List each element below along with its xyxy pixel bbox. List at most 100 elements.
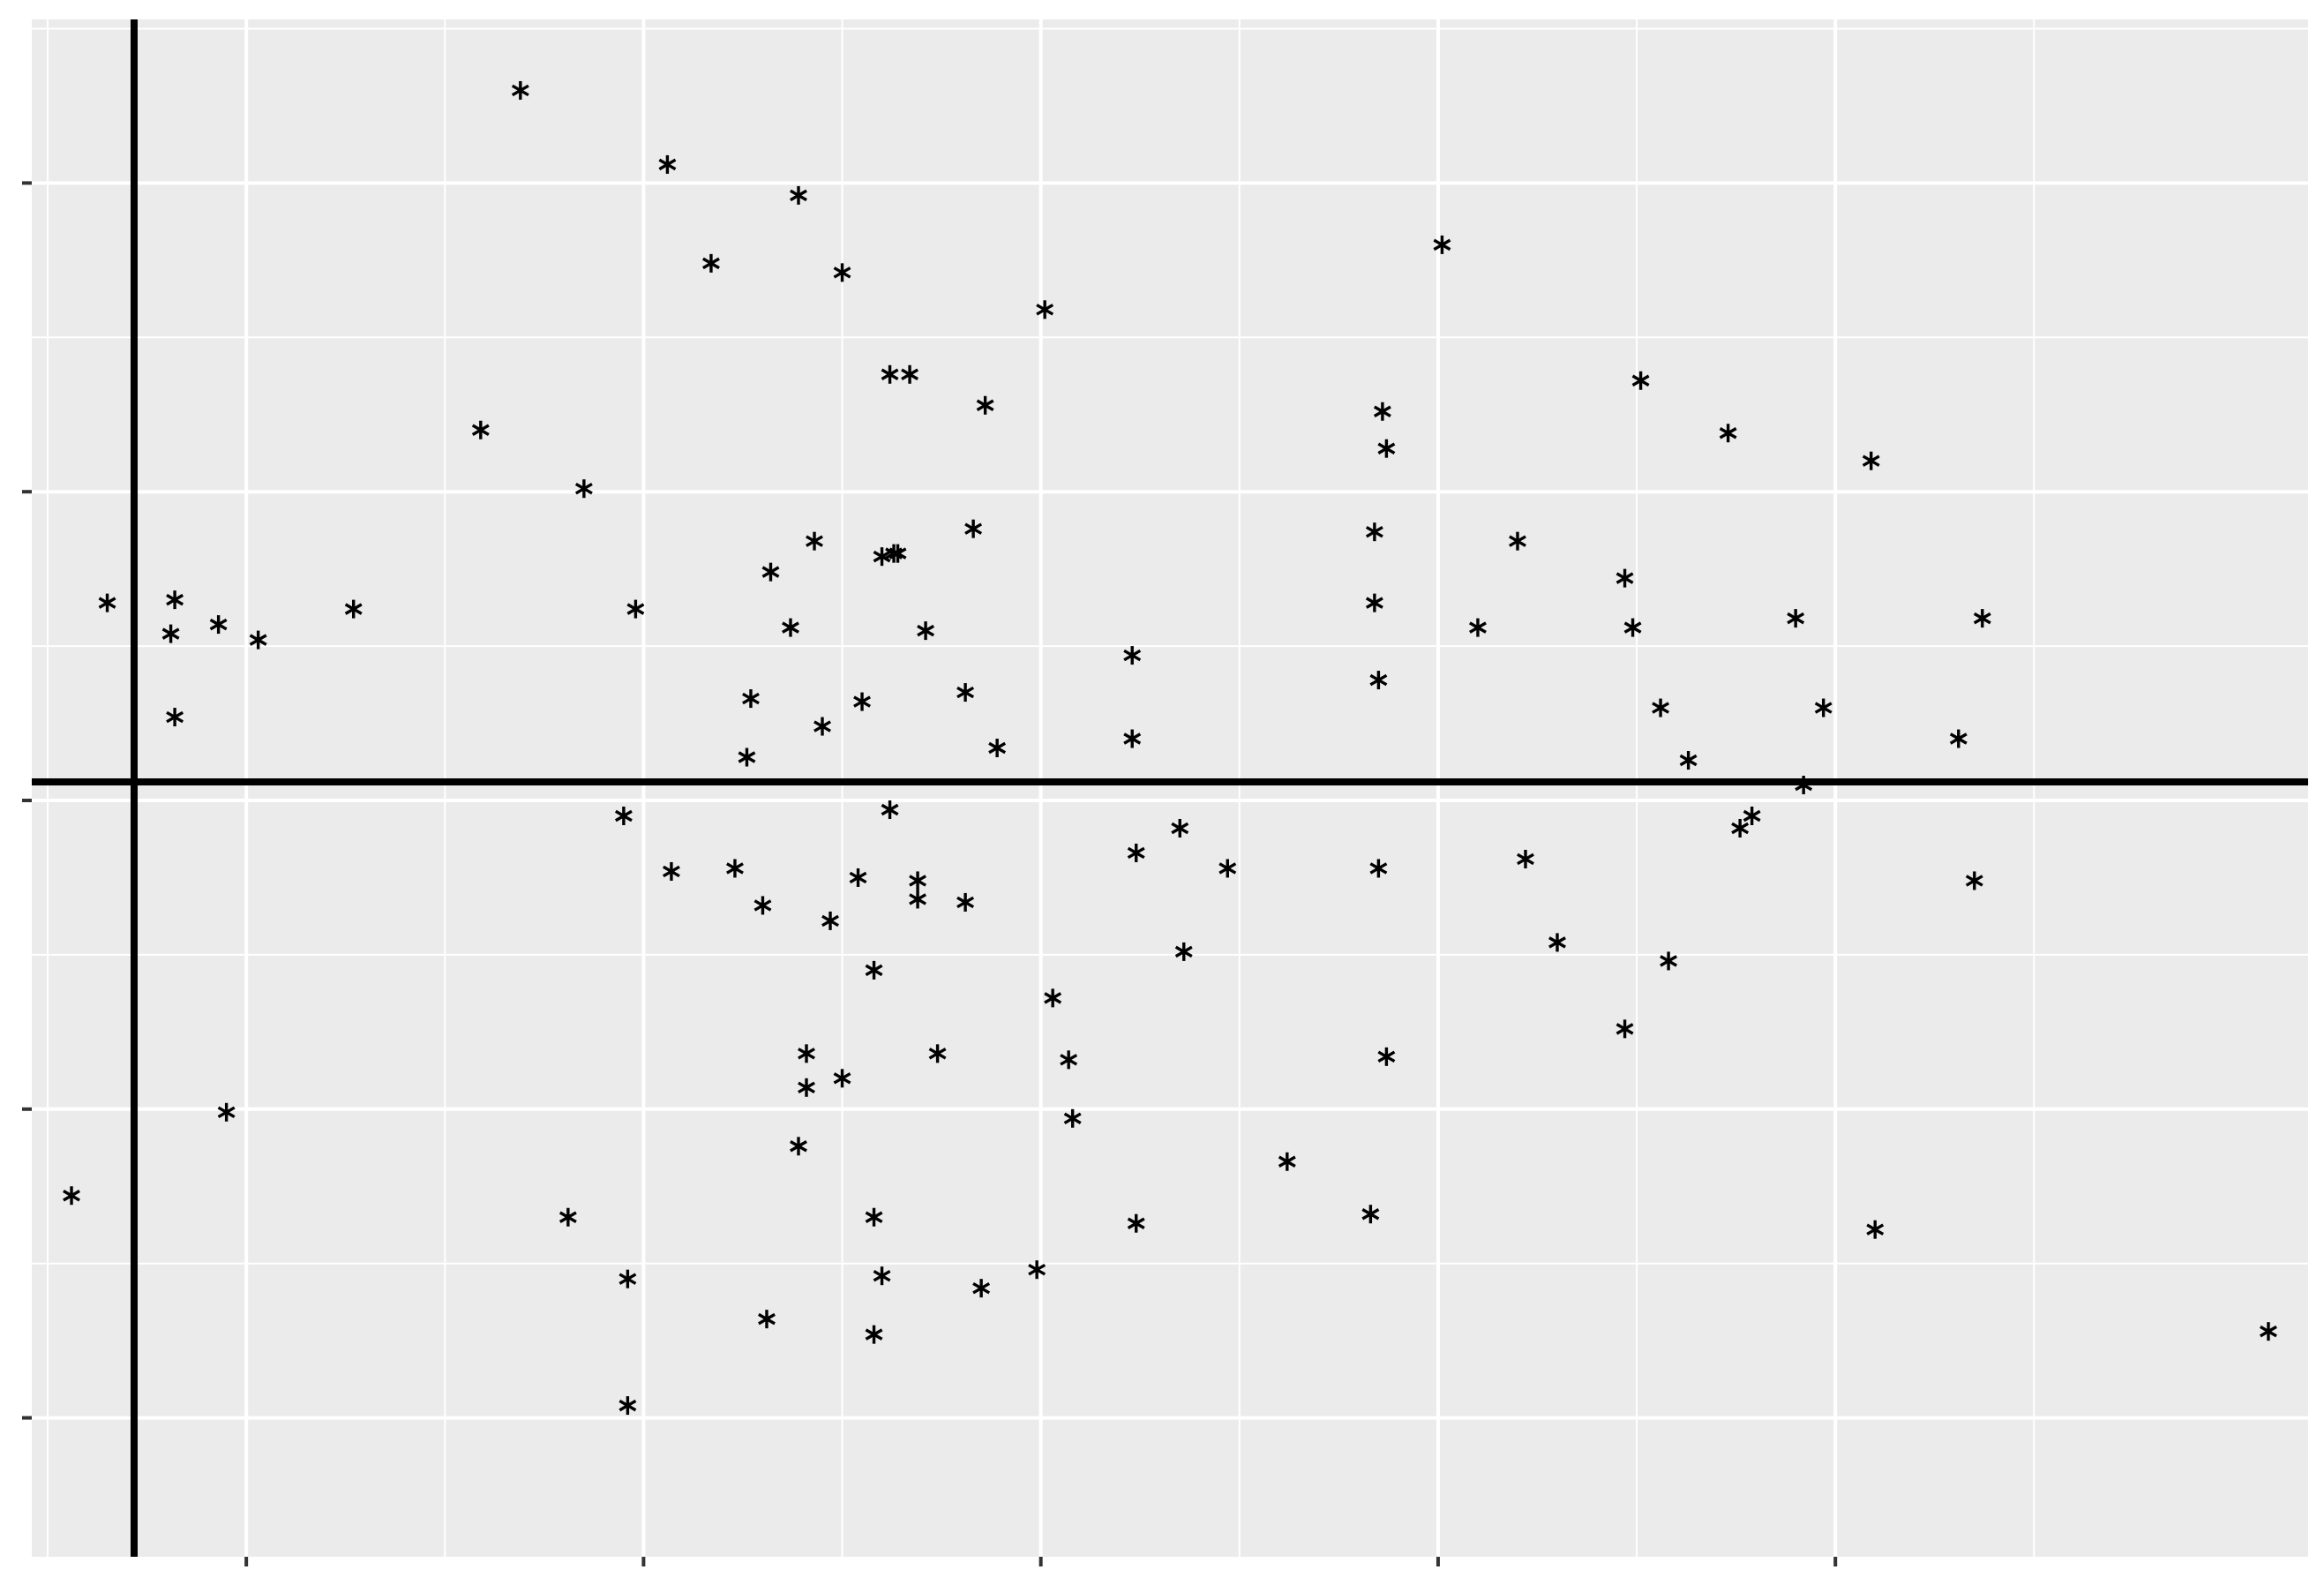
scatter-point	[1652, 698, 1670, 717]
scatter-point	[790, 1137, 807, 1156]
scatter-point	[1719, 424, 1737, 443]
scatter-point	[1433, 235, 1451, 254]
scatter-point	[98, 593, 116, 612]
scatter-point	[849, 868, 867, 887]
scatter-point	[1862, 451, 1880, 470]
scatter-point	[63, 1186, 80, 1206]
scatter-point	[909, 890, 927, 909]
scatter-point	[964, 519, 983, 538]
scatter-point	[1036, 300, 1054, 319]
scatter-point	[1973, 609, 1991, 628]
scatter-point	[798, 1044, 815, 1063]
scatter-point	[821, 911, 839, 930]
scatter-point	[928, 1044, 947, 1063]
scatter-point	[618, 1396, 637, 1416]
scatter-point	[658, 154, 677, 174]
scatter-point	[1218, 859, 1237, 878]
scatter-point	[888, 544, 907, 563]
plot-panel	[32, 19, 2308, 1557]
scatter-point	[1631, 371, 1650, 390]
scatter-point	[1365, 522, 1383, 542]
scatter-point	[742, 689, 760, 709]
scatter-point	[618, 1269, 637, 1288]
scatter-point	[758, 1310, 776, 1329]
scatter-point	[738, 747, 756, 767]
scatter-point	[166, 708, 184, 727]
scatter-point	[726, 859, 744, 878]
scatter-point	[865, 1207, 883, 1227]
scatter-point	[956, 892, 975, 912]
scatter-point	[626, 599, 645, 619]
scatter-point	[798, 1078, 815, 1097]
scatter-point	[881, 800, 899, 819]
scatter-point	[2260, 1322, 2277, 1341]
scatter-point	[1743, 806, 1761, 825]
major-gridlines-x	[244, 19, 1838, 1557]
scatter-point	[209, 615, 228, 635]
scatter-point	[1616, 568, 1634, 588]
major-gridlines-y	[32, 181, 2308, 1420]
scatter-point	[909, 871, 927, 890]
scatter-point	[1660, 951, 1678, 971]
scatter-point	[956, 683, 975, 702]
scatter-point	[761, 562, 780, 582]
scatter-point	[1174, 942, 1193, 961]
scatter-point	[1679, 751, 1698, 770]
scatter-point	[1171, 818, 1189, 838]
scatter-point	[1548, 933, 1566, 952]
scatter-point	[662, 861, 680, 881]
scatter-point	[1063, 1108, 1082, 1128]
scatter-point	[873, 547, 891, 567]
scatter-point	[1028, 1260, 1046, 1280]
y-axis-ticks	[22, 181, 32, 1420]
scatter-point	[881, 364, 899, 384]
scatter-point	[1787, 609, 1805, 628]
scatter-point	[1127, 1213, 1145, 1233]
scatter-point	[1361, 1205, 1380, 1224]
scatter-point	[166, 590, 184, 610]
scatter-point	[972, 1279, 991, 1298]
scatter-point	[753, 896, 772, 915]
scatter-point	[806, 531, 823, 551]
scatter-point	[1949, 729, 1968, 748]
scatter-point	[614, 806, 633, 825]
scatter-point	[813, 717, 831, 736]
scatter-point	[1616, 1019, 1634, 1039]
scatter-point	[217, 1102, 236, 1122]
scatter-point	[344, 599, 363, 619]
scatter-point	[1365, 593, 1383, 612]
scatter-point	[1060, 1050, 1078, 1070]
scatter-point	[1044, 988, 1062, 1008]
scatter-point	[1377, 1047, 1396, 1066]
scatter-point	[1123, 646, 1142, 665]
scatter-point	[471, 420, 490, 439]
scatter-point	[511, 80, 529, 100]
scatter-point	[976, 395, 994, 415]
scatter-point	[1866, 1220, 1885, 1239]
scatter-point	[1123, 729, 1142, 748]
scatter-point	[559, 1207, 577, 1227]
scatter-point	[1509, 531, 1526, 551]
scatter-point	[901, 364, 919, 384]
scatter-point	[865, 1325, 883, 1344]
scatter-point	[1377, 439, 1396, 458]
x-axis-ticks	[244, 1557, 1838, 1566]
scatter-point	[833, 1069, 851, 1088]
data-points	[63, 80, 2277, 1416]
scatter-point	[1369, 671, 1388, 690]
scatter-point	[1127, 843, 1145, 862]
scatter-point	[249, 630, 267, 650]
scatter-point	[574, 479, 593, 499]
scatter-point	[988, 739, 1007, 758]
scatter-point	[702, 253, 720, 273]
scatter-point	[853, 692, 871, 711]
scatter-point	[865, 960, 883, 980]
scatter-point	[873, 1266, 891, 1286]
scatter-point	[917, 621, 935, 641]
minor-gridlines-y	[32, 27, 2308, 1265]
scatter-point	[1731, 818, 1750, 838]
scatter-point	[1278, 1152, 1296, 1171]
scatter-point	[1517, 849, 1534, 868]
scatter-point	[790, 185, 807, 205]
